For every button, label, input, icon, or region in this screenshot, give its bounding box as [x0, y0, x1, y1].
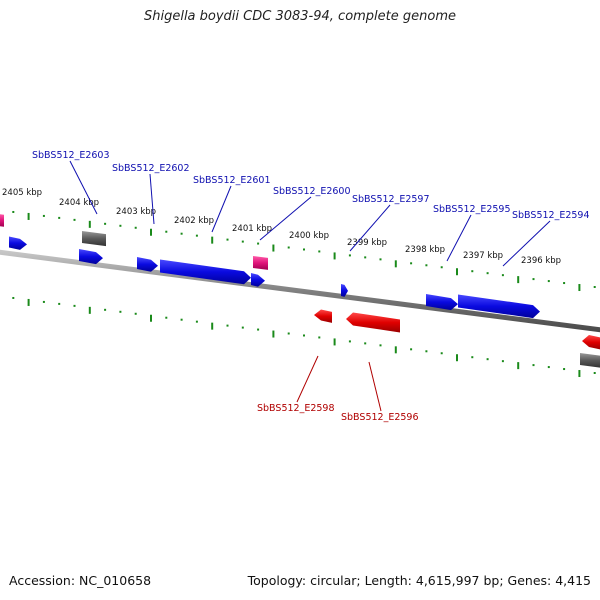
scale-label: 2396 kbp	[521, 256, 561, 266]
forward-gene-label: SbBS512_E2601	[193, 175, 271, 186]
pink-feature-block	[253, 256, 268, 270]
forward-gene-label: SbBS512_E2594	[512, 210, 590, 221]
scale-label: 2403 kbp	[116, 207, 156, 217]
reverse-gene-label: SbBS512_E2598	[257, 403, 335, 414]
scale-label: 2405 kbp	[2, 188, 42, 198]
leader-line	[349, 204, 391, 252]
forward-gene-arrow	[341, 284, 348, 297]
upper-tick-track	[12, 210, 596, 292]
scale-label: 2401 kbp	[232, 224, 272, 234]
gene-features	[0, 214, 600, 368]
leader-line	[259, 196, 312, 241]
forward-gene-arrow	[79, 249, 103, 265]
label-leader-lines	[69, 160, 551, 412]
forward-gene-arrow	[426, 294, 458, 311]
accession-text: Accession: NC_010658	[9, 573, 152, 588]
forward-gene-arrow	[9, 236, 27, 250]
reverse-gene-arrow	[346, 312, 400, 333]
forward-gene-label: SbBS512_E2600	[273, 186, 351, 197]
gray-feature-block	[580, 353, 600, 368]
scale-label: 2397 kbp	[463, 251, 503, 261]
leader-line	[149, 173, 155, 225]
reverse-gene-arrow	[314, 309, 332, 323]
forward-gene-arrow	[137, 257, 158, 272]
scale-label: 2402 kbp	[174, 216, 214, 226]
genome-backbone	[0, 249, 600, 333]
leader-line	[502, 220, 551, 267]
forward-gene-label: SbBS512_E2595	[433, 204, 511, 215]
reverse-gene-arrow	[582, 335, 600, 350]
scale-label: 2404 kbp	[59, 198, 99, 208]
forward-gene-arrow	[160, 259, 251, 285]
leader-line	[296, 355, 319, 403]
gray-feature-block	[82, 231, 106, 247]
reverse-gene-label: SbBS512_E2596	[341, 412, 419, 423]
scale-label: 2400 kbp	[289, 231, 329, 241]
scale-labels: 2405 kbp 2404 kbp 2403 kbp 2402 kbp 2401 kbp…	[2, 188, 561, 266]
lower-tick-track	[12, 296, 596, 378]
forward-gene-label: SbBS512_E2602	[112, 163, 190, 174]
leader-line	[69, 160, 98, 215]
leader-line	[368, 361, 382, 412]
scale-label: 2398 kbp	[405, 245, 445, 255]
forward-gene-label: SbBS512_E2597	[352, 194, 430, 205]
leader-line	[211, 185, 232, 233]
map-title: Shigella boydii CDC 3083-94, complete ge…	[143, 9, 457, 24]
forward-gene-arrow	[251, 273, 265, 287]
scale-label: 2399 kbp	[347, 238, 387, 248]
forward-gene-arrow	[458, 294, 540, 319]
forward-gene-label: SbBS512_E2603	[32, 150, 110, 161]
genome-summary-text: Topology: circular; Length: 4,615,997 bp…	[247, 573, 591, 588]
gene-labels: SbBS512_E2603SbBS512_E2602SbBS512_E2601S…	[32, 150, 590, 423]
leader-line	[446, 214, 472, 262]
pink-feature-block	[0, 214, 4, 227]
